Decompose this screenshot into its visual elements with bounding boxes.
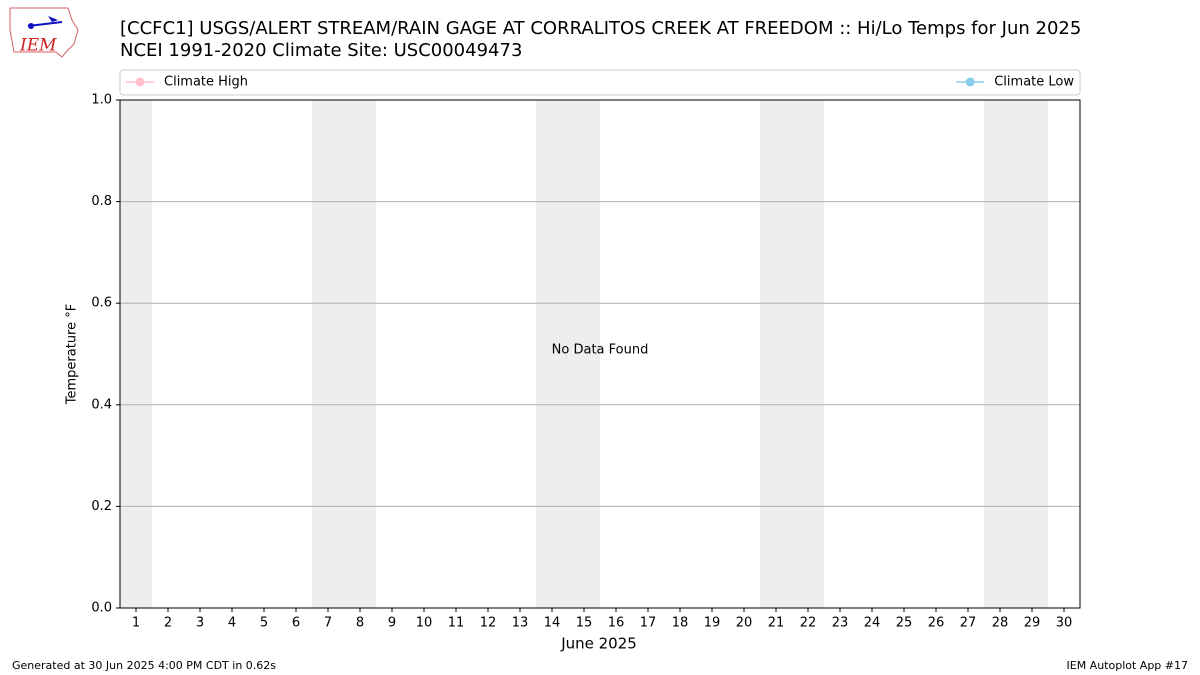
x-tick-label: 13 — [512, 616, 529, 631]
x-tick-label: 15 — [576, 616, 593, 631]
x-tick-label: 3 — [196, 616, 204, 631]
y-tick-label: 0.4 — [91, 397, 112, 412]
x-tick-label: 21 — [768, 616, 785, 631]
y-axis-label: Temperature °F — [65, 304, 80, 405]
x-tick-label: 7 — [324, 616, 332, 631]
x-tick-label: 6 — [292, 616, 300, 631]
footer-left: Generated at 30 Jun 2025 4:00 PM CDT in … — [12, 659, 276, 672]
plot-frame — [119, 99, 1081, 609]
legend-marker — [135, 77, 145, 87]
x-tick-label: 1 — [132, 616, 140, 631]
legend-label: Climate High — [164, 75, 248, 90]
logo-text: IEM — [19, 36, 57, 56]
y-tick-label: 0.0 — [91, 601, 112, 616]
y-tick-label: 1.0 — [91, 93, 112, 108]
x-tick-label: 19 — [704, 616, 721, 631]
x-tick-label: 28 — [992, 616, 1009, 631]
weekend-bands — [120, 100, 1048, 608]
x-tick-label: 2 — [164, 616, 172, 631]
x-tick-label: 9 — [388, 616, 396, 631]
plot-area — [120, 201, 1080, 507]
footer-right: IEM Autoplot App #17 — [1067, 659, 1189, 672]
x-tick-label: 25 — [896, 616, 913, 631]
annotation: No Data Found — [552, 343, 649, 358]
legend-marker — [965, 77, 975, 87]
x-tick-label: 22 — [800, 616, 817, 631]
x-tick-label: 26 — [928, 616, 945, 631]
x-tick-label: 4 — [228, 616, 236, 631]
x-tick-label: 17 — [640, 616, 657, 631]
x-tick-label: 11 — [448, 616, 465, 631]
legend-label: Climate Low — [994, 75, 1074, 90]
x-axis-label: June 2025 — [560, 635, 637, 653]
chart-title: [CCFC1] USGS/ALERT STREAM/RAIN GAGE AT C… — [120, 18, 1081, 39]
y-tick-label: 0.2 — [91, 499, 112, 514]
x-tick-label: 5 — [260, 616, 268, 631]
legend — [119, 69, 1081, 96]
y-tick-label: 0.8 — [91, 194, 112, 209]
x-tick-label: 27 — [960, 616, 977, 631]
x-tick-label: 12 — [480, 616, 497, 631]
x-tick-label: 16 — [608, 616, 625, 631]
x-tick-label: 14 — [544, 616, 561, 631]
x-tick-label: 23 — [832, 616, 849, 631]
x-tick-label: 24 — [864, 616, 881, 631]
chart-subtitle: NCEI 1991-2020 Climate Site: USC00049473 — [120, 40, 522, 61]
x-tick-label: 18 — [672, 616, 689, 631]
y-tick-label: 0.6 — [91, 296, 112, 311]
x-tick-label: 10 — [416, 616, 433, 631]
logo: IEM — [9, 7, 79, 58]
x-tick-label: 30 — [1056, 616, 1073, 631]
x-tick-label: 8 — [356, 616, 364, 631]
x-tick-label: 29 — [1024, 616, 1041, 631]
x-tick-label: 20 — [736, 616, 753, 631]
